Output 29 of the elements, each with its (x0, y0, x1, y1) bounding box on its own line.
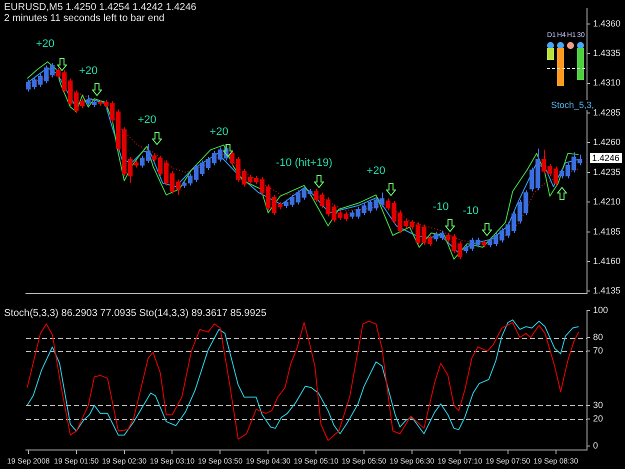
annotation: Stoch_5,3, (551, 100, 594, 110)
y-tick-label: 70 (593, 346, 604, 356)
chart-subtitle: 2 minutes 11 seconds left to bar end (4, 13, 164, 24)
y-tick-label: 1.4335 (593, 48, 621, 58)
chart-title: Stoch(5,3,3) 86.2903 77.0935 Sto(14,3,3) 89.3617 85.9925 (4, 308, 266, 319)
y-tick-label: 20 (593, 413, 604, 424)
annotation: +20 (210, 126, 228, 138)
annotation: +20 (138, 114, 156, 126)
y-tick-label: 1.4135 (593, 286, 621, 296)
y-tick-label: 1.4360 (593, 18, 621, 28)
y-tick-label: 1.4310 (593, 78, 621, 88)
annotation: -10 (hit+19) (276, 157, 332, 170)
annotation: -10 (462, 204, 479, 217)
text: 1.4246 (590, 153, 622, 164)
y-tick-label: 80 (593, 332, 604, 342)
y-tick-label: 1.4160 (593, 256, 621, 266)
annotation: +20 (36, 38, 55, 50)
annotation: -10 (432, 200, 449, 213)
y-tick-label: 0 (593, 440, 598, 450)
y-tick-label: 100 (593, 304, 608, 315)
y-tick-label: 1.4210 (593, 196, 621, 207)
y-tick-label: 1.4185 (593, 226, 621, 236)
chart-title: EURUSD,M5 1.4250 1.4254 1.4242 1.4246 (4, 2, 196, 13)
annotation: +20 (366, 165, 386, 178)
annotation: +20 (78, 65, 98, 78)
y-tick-label: 1.4260 (593, 137, 621, 148)
y-tick-label: 30 (593, 400, 604, 410)
y-tick-label: 1.4285 (593, 107, 621, 118)
y-tick-label: 1.4235 (593, 166, 621, 177)
